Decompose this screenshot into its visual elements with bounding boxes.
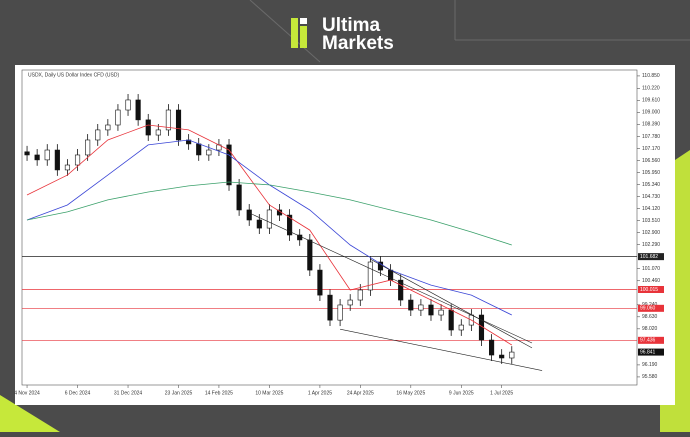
trend-line: [249, 212, 533, 344]
y-tick-label: 102.900: [642, 230, 660, 236]
trend-line: [370, 258, 533, 349]
chart-title: USDX, Daily US Dollar Index CFD (USD): [28, 72, 119, 78]
level-box: [638, 285, 664, 293]
candle-body: [125, 99, 131, 111]
level-box: [638, 304, 664, 312]
x-tick-label: 1 Jul 2025: [490, 390, 513, 396]
y-tick-label: 95.580: [642, 374, 658, 380]
trend-line: [340, 328, 543, 371]
level-label: 101.682: [640, 254, 658, 260]
moving-average: [26, 124, 513, 346]
y-tick-label: 104.120: [642, 206, 660, 212]
y-tick-label: 96.190: [642, 362, 658, 368]
x-tick-label: 31 Dec 2024: [114, 390, 143, 396]
y-tick-label: 109.610: [642, 98, 660, 104]
brand-line: Ultima: [322, 15, 381, 36]
logo: Ultima Markets: [291, 15, 394, 54]
x-tick-label: 10 Mar 2025: [255, 390, 283, 396]
candle-body: [266, 209, 272, 229]
candle-body: [105, 124, 111, 131]
candle-body: [458, 324, 464, 331]
candle-body: [499, 354, 505, 359]
candle-body: [489, 339, 495, 356]
candle-body: [206, 149, 212, 156]
y-tick-label: 104.730: [642, 194, 660, 200]
candle-body: [337, 304, 343, 321]
level-box: [638, 336, 664, 344]
candle-body: [418, 304, 424, 311]
candle-body: [357, 289, 363, 301]
chart-panel: [15, 65, 675, 405]
x-tick-label: 24 Apr 2025: [347, 390, 374, 396]
candle-body: [145, 119, 151, 136]
candle-body: [398, 279, 404, 301]
candle-body: [428, 304, 434, 316]
last-price-label: 96.841: [640, 349, 656, 355]
y-tick-label: 106.560: [642, 158, 660, 164]
x-tick-label: 14 Feb 2025: [205, 390, 233, 396]
candle-body: [317, 269, 323, 296]
candle-body: [24, 151, 30, 156]
brand-line: Markets: [322, 33, 394, 54]
x-tick-label: 4 Nov 2024: [14, 390, 40, 396]
y-tick-label: 110.220: [642, 86, 660, 92]
candle-body: [115, 109, 121, 126]
y-tick-label: 110.850: [642, 73, 660, 79]
candle-body: [135, 99, 141, 121]
x-tick-label: 16 May 2025: [396, 390, 425, 396]
candle-body: [165, 109, 172, 131]
y-tick-label: 100.460: [642, 278, 660, 284]
x-tick-label: 6 Dec 2024: [65, 390, 91, 396]
candle-body: [44, 149, 50, 161]
y-tick-label: 102.290: [642, 242, 660, 248]
candle-body: [226, 144, 232, 186]
y-tick-label: 109.000: [642, 110, 660, 116]
candle-body: [95, 129, 101, 141]
level-label: 100.015: [640, 287, 658, 293]
candle-body: [438, 309, 444, 316]
candle-body: [85, 139, 91, 156]
candle-body: [347, 299, 353, 306]
candle-body: [448, 309, 454, 331]
candle-body: [74, 154, 81, 166]
x-tick-label: 23 Jan 2025: [165, 390, 193, 396]
candle-body: [155, 129, 161, 136]
candle-body: [287, 214, 293, 236]
candle-body: [367, 261, 373, 291]
level-label: 99.060: [640, 306, 656, 312]
candle-body: [236, 184, 242, 211]
level-box: [638, 253, 664, 261]
y-tick-label: 107.780: [642, 134, 660, 140]
candle-body: [327, 294, 333, 321]
candle-body: [307, 239, 313, 271]
x-tick-label: 9 Jun 2025: [449, 390, 474, 396]
candle-body: [509, 351, 515, 359]
level-label: 97.436: [640, 338, 656, 344]
y-tick-label: 103.510: [642, 218, 660, 224]
y-tick-label: 98.630: [642, 314, 658, 320]
y-tick-label: 107.170: [642, 146, 660, 152]
candle-body: [64, 164, 71, 171]
moving-average: [26, 181, 512, 246]
candle-body: [256, 219, 262, 229]
last-price-box: [638, 348, 664, 356]
candle-body: [34, 154, 40, 161]
x-tick-label: 1 Apr 2025: [308, 390, 332, 396]
y-tick-label: 98.020: [642, 326, 658, 332]
candle-body: [196, 143, 202, 156]
y-tick-label: 108.390: [642, 122, 660, 128]
candle-body: [246, 209, 252, 221]
candle-body: [54, 149, 60, 171]
plot-frame: [21, 69, 638, 386]
y-tick-label: 105.340: [642, 182, 660, 188]
candle-body: [408, 299, 414, 311]
candle-body: [175, 109, 182, 141]
y-tick-label: 101.070: [642, 266, 660, 272]
y-tick-label: 105.950: [642, 170, 660, 176]
